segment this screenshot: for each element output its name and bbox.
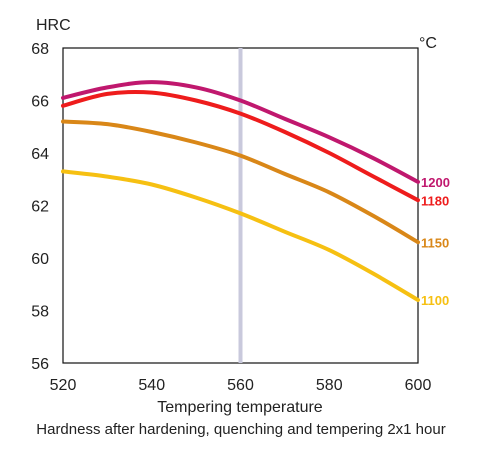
series-labels: 1200 1180 1150 1100 bbox=[421, 175, 450, 308]
x-axis-label: Tempering temperature bbox=[157, 399, 323, 416]
series-label-1100: 1100 bbox=[421, 293, 449, 308]
y-tick-label: 62 bbox=[31, 199, 49, 216]
x-tick-label: 520 bbox=[50, 377, 77, 394]
series-label-1150: 1150 bbox=[421, 235, 449, 250]
y-tick-label: 58 bbox=[31, 304, 49, 321]
y-axis-label: HRC bbox=[36, 17, 71, 34]
y-tick-label: 56 bbox=[31, 356, 49, 373]
unit-label: °C bbox=[419, 35, 437, 52]
series-label-1180: 1180 bbox=[421, 193, 449, 208]
y-tick-label: 68 bbox=[31, 41, 49, 58]
series-label-1200: 1200 bbox=[421, 175, 450, 190]
x-tick-label: 580 bbox=[316, 377, 343, 394]
y-tick-labels: 56 58 60 62 64 66 68 bbox=[31, 41, 49, 373]
y-tick-label: 66 bbox=[31, 94, 49, 111]
chart-caption: Hardness after hardening, quenching and … bbox=[36, 421, 445, 438]
x-tick-label: 540 bbox=[138, 377, 165, 394]
series-line-1150 bbox=[61, 119, 420, 245]
y-tick-label: 64 bbox=[31, 146, 49, 163]
series-layer bbox=[61, 80, 420, 302]
x-tick-label: 600 bbox=[405, 377, 432, 394]
series-line-1200 bbox=[61, 80, 420, 184]
y-tick-label: 60 bbox=[31, 251, 49, 268]
x-tick-label: 560 bbox=[227, 377, 254, 394]
x-tick-labels: 520 540 560 580 600 bbox=[50, 377, 432, 394]
series-line-1180 bbox=[61, 89, 420, 203]
series-line-1100 bbox=[61, 169, 420, 302]
